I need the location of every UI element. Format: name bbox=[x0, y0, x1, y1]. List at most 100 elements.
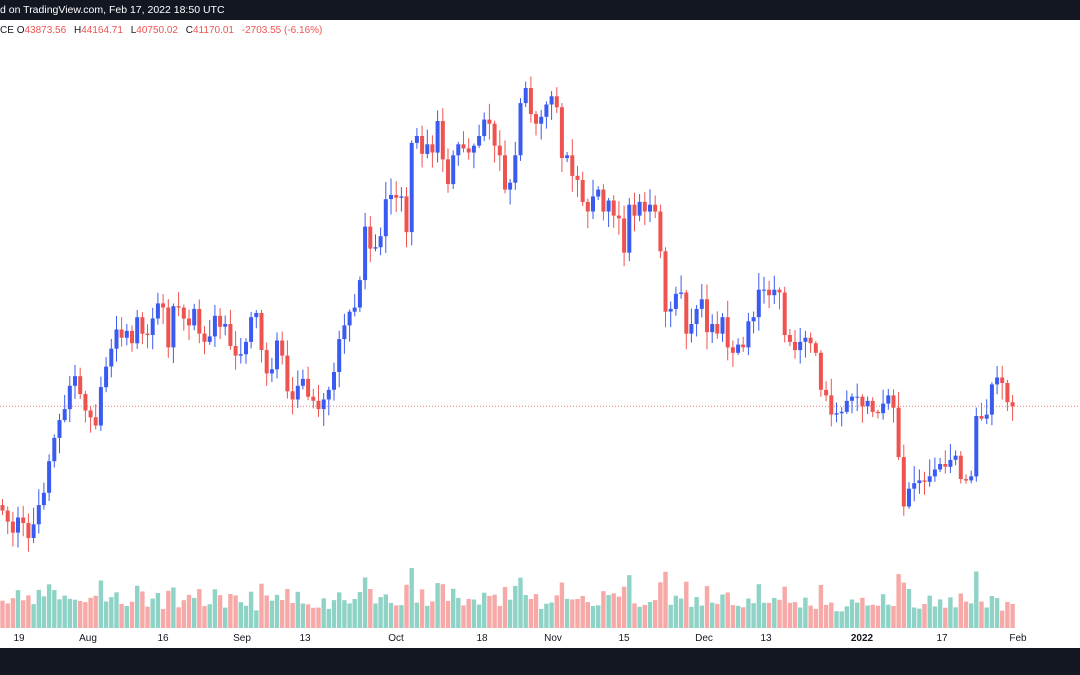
candle-body bbox=[580, 180, 585, 202]
volume-bar bbox=[373, 603, 378, 628]
volume-bar bbox=[160, 609, 166, 628]
volume-bar bbox=[761, 602, 767, 628]
volume-bar bbox=[192, 597, 197, 628]
candle-body bbox=[601, 189, 606, 212]
candle-body bbox=[264, 350, 269, 374]
volume-bar bbox=[466, 599, 471, 628]
candle-body bbox=[337, 339, 342, 372]
volume-bar bbox=[673, 595, 679, 628]
volume-bar bbox=[166, 590, 171, 628]
x-tick-label: 13 bbox=[299, 633, 311, 644]
candle-body bbox=[715, 324, 720, 334]
high-key: H bbox=[73, 25, 82, 36]
volume-bar bbox=[290, 603, 295, 628]
volume-bar bbox=[414, 602, 420, 628]
candle-body bbox=[549, 96, 554, 105]
volume-bar bbox=[647, 602, 653, 628]
volume-bar bbox=[880, 594, 886, 628]
candle-body bbox=[622, 218, 627, 253]
volume-bar bbox=[772, 597, 777, 628]
volume-bar bbox=[461, 605, 466, 628]
volume-bar bbox=[88, 597, 93, 628]
volume-bar bbox=[963, 601, 969, 628]
volume-bar bbox=[808, 605, 813, 628]
volume-bar bbox=[528, 599, 534, 628]
candle-body bbox=[326, 389, 331, 400]
candle-body bbox=[47, 461, 52, 493]
candle-body bbox=[420, 136, 425, 154]
candle-body bbox=[834, 413, 839, 415]
source-bar: d on TradingView.com, Feb 17, 2022 18:50… bbox=[0, 0, 1080, 20]
volume-bar bbox=[368, 589, 373, 628]
volume-bar bbox=[1010, 604, 1015, 628]
candle-body bbox=[544, 104, 549, 117]
volume-bar bbox=[611, 593, 616, 628]
candle-body bbox=[477, 136, 482, 146]
candle-body bbox=[492, 123, 497, 146]
candle-body bbox=[414, 136, 419, 143]
candle-body bbox=[352, 307, 357, 312]
candle-body bbox=[720, 317, 725, 334]
volume-bar bbox=[311, 607, 316, 628]
candle-body bbox=[430, 144, 435, 153]
candle-body bbox=[865, 400, 870, 407]
volume-bar bbox=[601, 591, 606, 628]
candle-body bbox=[394, 195, 399, 198]
volume-bar bbox=[746, 598, 751, 628]
candle-body bbox=[782, 292, 787, 335]
candle-body bbox=[689, 324, 694, 334]
volume-bar bbox=[394, 605, 399, 628]
volume-bar bbox=[989, 596, 995, 628]
candle-body bbox=[202, 333, 207, 342]
candle-body bbox=[62, 409, 67, 421]
candle-body bbox=[746, 321, 751, 348]
candle-body bbox=[1010, 402, 1015, 407]
candle-body bbox=[855, 396, 860, 398]
candle-body bbox=[730, 347, 735, 353]
volume-bar bbox=[326, 608, 331, 628]
candle-body bbox=[813, 343, 818, 353]
change-value: -2703.55 (-6.16%) bbox=[241, 25, 323, 36]
volume-bar bbox=[440, 584, 445, 628]
candle-body bbox=[52, 437, 57, 462]
candle-body bbox=[591, 196, 595, 212]
candle-body bbox=[114, 329, 119, 349]
candle-body bbox=[332, 372, 336, 390]
volume-bar bbox=[388, 603, 394, 628]
candle-body bbox=[886, 395, 891, 404]
volume-bar bbox=[119, 603, 124, 628]
candle-body bbox=[161, 303, 166, 308]
volume-bar bbox=[248, 591, 254, 628]
candle-body bbox=[440, 121, 445, 160]
candle-body bbox=[798, 341, 803, 351]
volume-bar bbox=[575, 599, 580, 628]
volume-bar bbox=[798, 607, 803, 628]
candle-body bbox=[212, 315, 217, 337]
candle-body bbox=[565, 155, 570, 158]
candle-body bbox=[368, 226, 373, 249]
volume-bar bbox=[150, 598, 155, 628]
candle-body bbox=[844, 400, 849, 412]
volume-bar bbox=[135, 585, 140, 628]
volume-bar bbox=[300, 603, 306, 628]
volume-bar bbox=[637, 606, 642, 628]
candlestick-chart[interactable]: 19 Aug 16 Sep 13 Oct 18 Nov 15 Dec 13 2022 17 Feb bbox=[0, 20, 1080, 648]
volume-bar bbox=[704, 586, 710, 628]
volume-bar bbox=[570, 599, 575, 628]
volume-bar bbox=[596, 605, 601, 628]
volume-bar bbox=[98, 580, 104, 628]
volume-bar bbox=[689, 606, 694, 628]
candle-body bbox=[487, 119, 492, 124]
candle-body bbox=[363, 226, 368, 281]
candle-body bbox=[461, 144, 466, 149]
volume-bar bbox=[280, 600, 285, 628]
candle-body bbox=[917, 480, 922, 484]
volume-bar bbox=[994, 598, 1000, 628]
candle-body bbox=[342, 325, 347, 340]
candle-body bbox=[710, 324, 715, 333]
volume-bar bbox=[616, 596, 622, 628]
candle-body bbox=[948, 459, 953, 467]
volume-bar bbox=[357, 592, 363, 628]
volume-bar bbox=[487, 595, 492, 628]
candle-body bbox=[269, 369, 274, 374]
